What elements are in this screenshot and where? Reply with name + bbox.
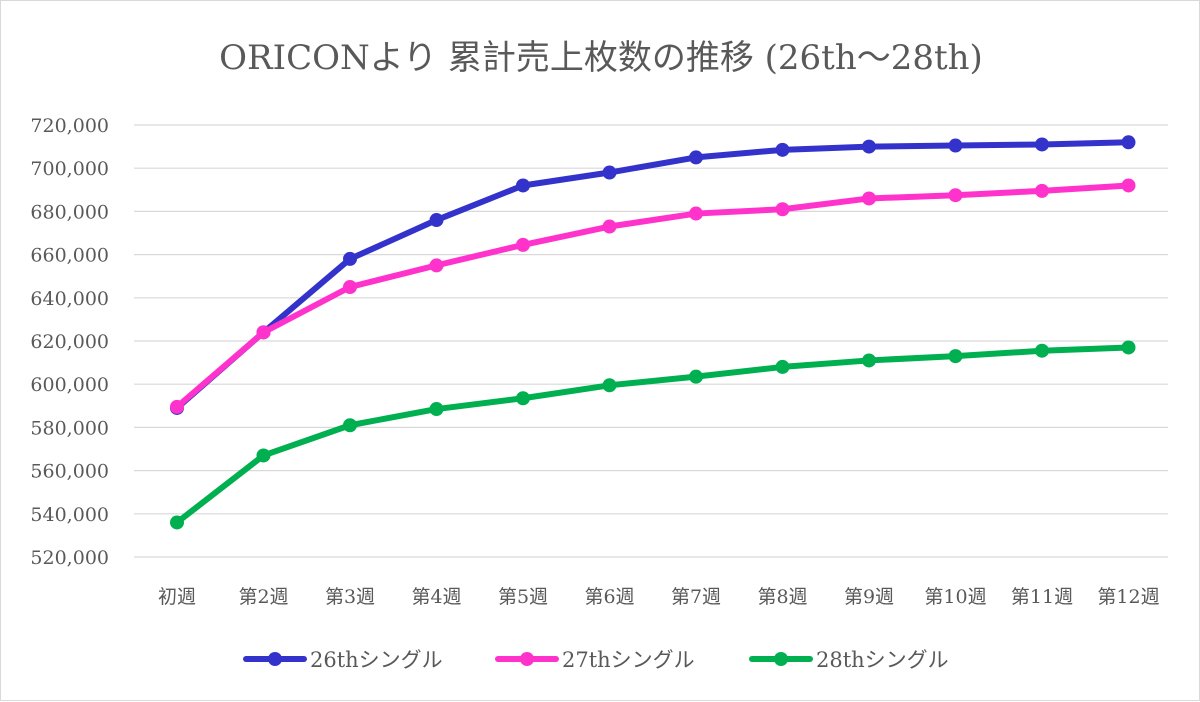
series-line	[174, 344, 1132, 526]
x-tick-label: 第10週	[924, 586, 986, 608]
data-point	[689, 369, 703, 384]
legend-label: 26thシングル	[310, 648, 443, 672]
legend-item: 28thシングル	[749, 648, 949, 672]
data-point	[862, 191, 876, 206]
legend-swatch-marker	[520, 652, 534, 666]
data-point	[516, 391, 530, 406]
legend-swatch-marker	[774, 652, 788, 666]
legend-label: 27thシングル	[562, 648, 695, 672]
y-tick-label: 540,000	[30, 504, 109, 526]
y-tick-label: 680,000	[30, 201, 109, 223]
data-point	[429, 258, 444, 273]
data-point	[170, 515, 184, 530]
y-tick-label: 560,000	[30, 461, 109, 483]
data-point	[516, 178, 530, 193]
series-line	[174, 182, 1132, 410]
data-point	[862, 353, 876, 368]
x-tick-label: 第12週	[1097, 586, 1159, 608]
series-line	[174, 139, 1132, 411]
data-point	[429, 402, 444, 417]
x-tick-label: 第2週	[238, 586, 288, 608]
y-tick-label: 700,000	[30, 158, 109, 180]
series-2	[170, 178, 1136, 414]
y-axis-tick-labels: 520,000 540,000 560,000 580,000 600,000 620,0…	[30, 115, 109, 569]
y-tick-label: 620,000	[30, 331, 109, 353]
x-tick-label: 第5週	[498, 586, 548, 608]
data-point	[602, 219, 617, 234]
data-point	[1035, 183, 1049, 198]
data-point	[516, 237, 530, 252]
data-point	[602, 165, 617, 180]
series-3	[170, 340, 1136, 530]
y-tick-label: 520,000	[30, 547, 109, 569]
data-point	[256, 325, 271, 340]
data-point	[689, 206, 703, 221]
data-point	[1121, 135, 1136, 150]
x-tick-label: 第9週	[844, 586, 894, 608]
chart-title: ORICONより 累計売上枚数の推移 (26th～28th)	[219, 38, 983, 78]
x-axis-tick-labels: 初週 第2週 第3週 第4週 第5週 第6週 第7週 第8週 第9週 第10週 第11週 第12週	[158, 586, 1160, 608]
x-tick-label: 第7週	[671, 586, 721, 608]
data-point	[256, 448, 271, 463]
data-point	[1035, 137, 1049, 152]
legend: 26thシングル 27thシングル 28thシングル	[243, 648, 949, 672]
data-point	[170, 399, 184, 414]
x-tick-label: 第11週	[1011, 586, 1073, 608]
data-point	[1121, 178, 1136, 193]
x-tick-label: 第4週	[411, 586, 461, 608]
y-tick-label: 580,000	[30, 417, 109, 439]
legend-label: 28thシングル	[816, 648, 949, 672]
series-1	[170, 135, 1136, 415]
series-layer	[170, 135, 1136, 530]
y-tick-label: 660,000	[30, 245, 109, 267]
data-point	[689, 150, 703, 165]
data-point	[602, 378, 617, 393]
legend-item: 26thシングル	[243, 648, 443, 672]
legend-swatch-marker	[268, 652, 282, 666]
legend-item: 27thシングル	[495, 648, 695, 672]
y-tick-label: 600,000	[30, 374, 109, 396]
data-point	[948, 349, 963, 364]
x-tick-label: 初週	[158, 586, 196, 608]
data-point	[862, 139, 876, 154]
y-tick-label: 640,000	[30, 288, 109, 310]
x-tick-label: 第3週	[325, 586, 375, 608]
y-tick-label: 720,000	[30, 115, 109, 137]
data-point	[775, 359, 790, 374]
data-point	[429, 213, 444, 228]
data-point	[775, 142, 790, 157]
data-point	[1035, 343, 1049, 358]
x-tick-label: 第6週	[584, 586, 634, 608]
x-tick-label: 第8週	[757, 586, 807, 608]
data-point	[343, 251, 357, 266]
data-point	[343, 418, 357, 433]
data-point	[948, 188, 963, 203]
data-point	[1121, 340, 1136, 355]
data-point	[948, 138, 963, 153]
data-point	[775, 202, 790, 217]
data-point	[343, 280, 357, 294]
